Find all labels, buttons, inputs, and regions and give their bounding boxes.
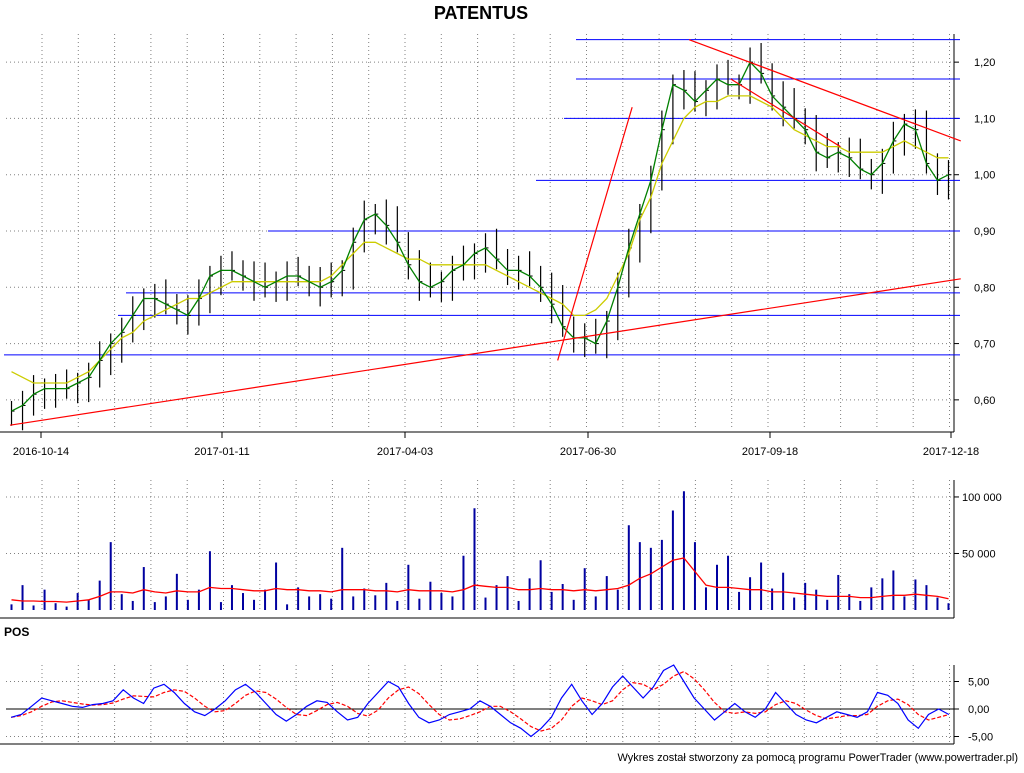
y-tick-label: 0,60 bbox=[974, 395, 995, 407]
chart-title: PATENTUS bbox=[434, 3, 528, 23]
pos-signal-line bbox=[11, 670, 950, 732]
y-tick-label: 1,20 bbox=[974, 57, 995, 69]
pos-panel-title: POS bbox=[4, 625, 29, 639]
y-tick-label: 5,00 bbox=[968, 677, 989, 689]
volume-ma-line bbox=[11, 557, 949, 603]
y-tick-label: 0,90 bbox=[974, 226, 995, 238]
trendline bbox=[9, 278, 961, 426]
trendline bbox=[730, 78, 841, 148]
y-tick-label: 50 000 bbox=[962, 548, 996, 560]
x-tick-label: 2017-01-11 bbox=[194, 446, 249, 458]
y-tick-label: 0,70 bbox=[974, 339, 995, 351]
y-tick-label: 100 000 bbox=[962, 492, 1002, 504]
y-tick-label: -5,00 bbox=[968, 732, 993, 744]
footer-credit: Wykres został stworzony za pomocą progra… bbox=[617, 752, 1018, 764]
close-line bbox=[11, 60, 949, 412]
y-tick-label: 0,80 bbox=[974, 282, 995, 294]
ma-slow-line bbox=[11, 95, 949, 384]
x-tick-label: 2017-06-30 bbox=[560, 446, 616, 458]
y-tick-label: 1,10 bbox=[974, 113, 995, 125]
trendline bbox=[688, 39, 961, 142]
x-tick-label: 2017-04-03 bbox=[377, 446, 433, 458]
x-tick-label: 2017-12-18 bbox=[923, 446, 979, 458]
x-tick-label: 2017-09-18 bbox=[742, 446, 798, 458]
y-tick-label: 1,00 bbox=[974, 170, 995, 182]
pos-line bbox=[10, 664, 950, 738]
y-tick-label: 0,00 bbox=[968, 704, 989, 716]
trendline bbox=[557, 107, 633, 361]
x-tick-label: 2016-10-14 bbox=[13, 446, 69, 458]
